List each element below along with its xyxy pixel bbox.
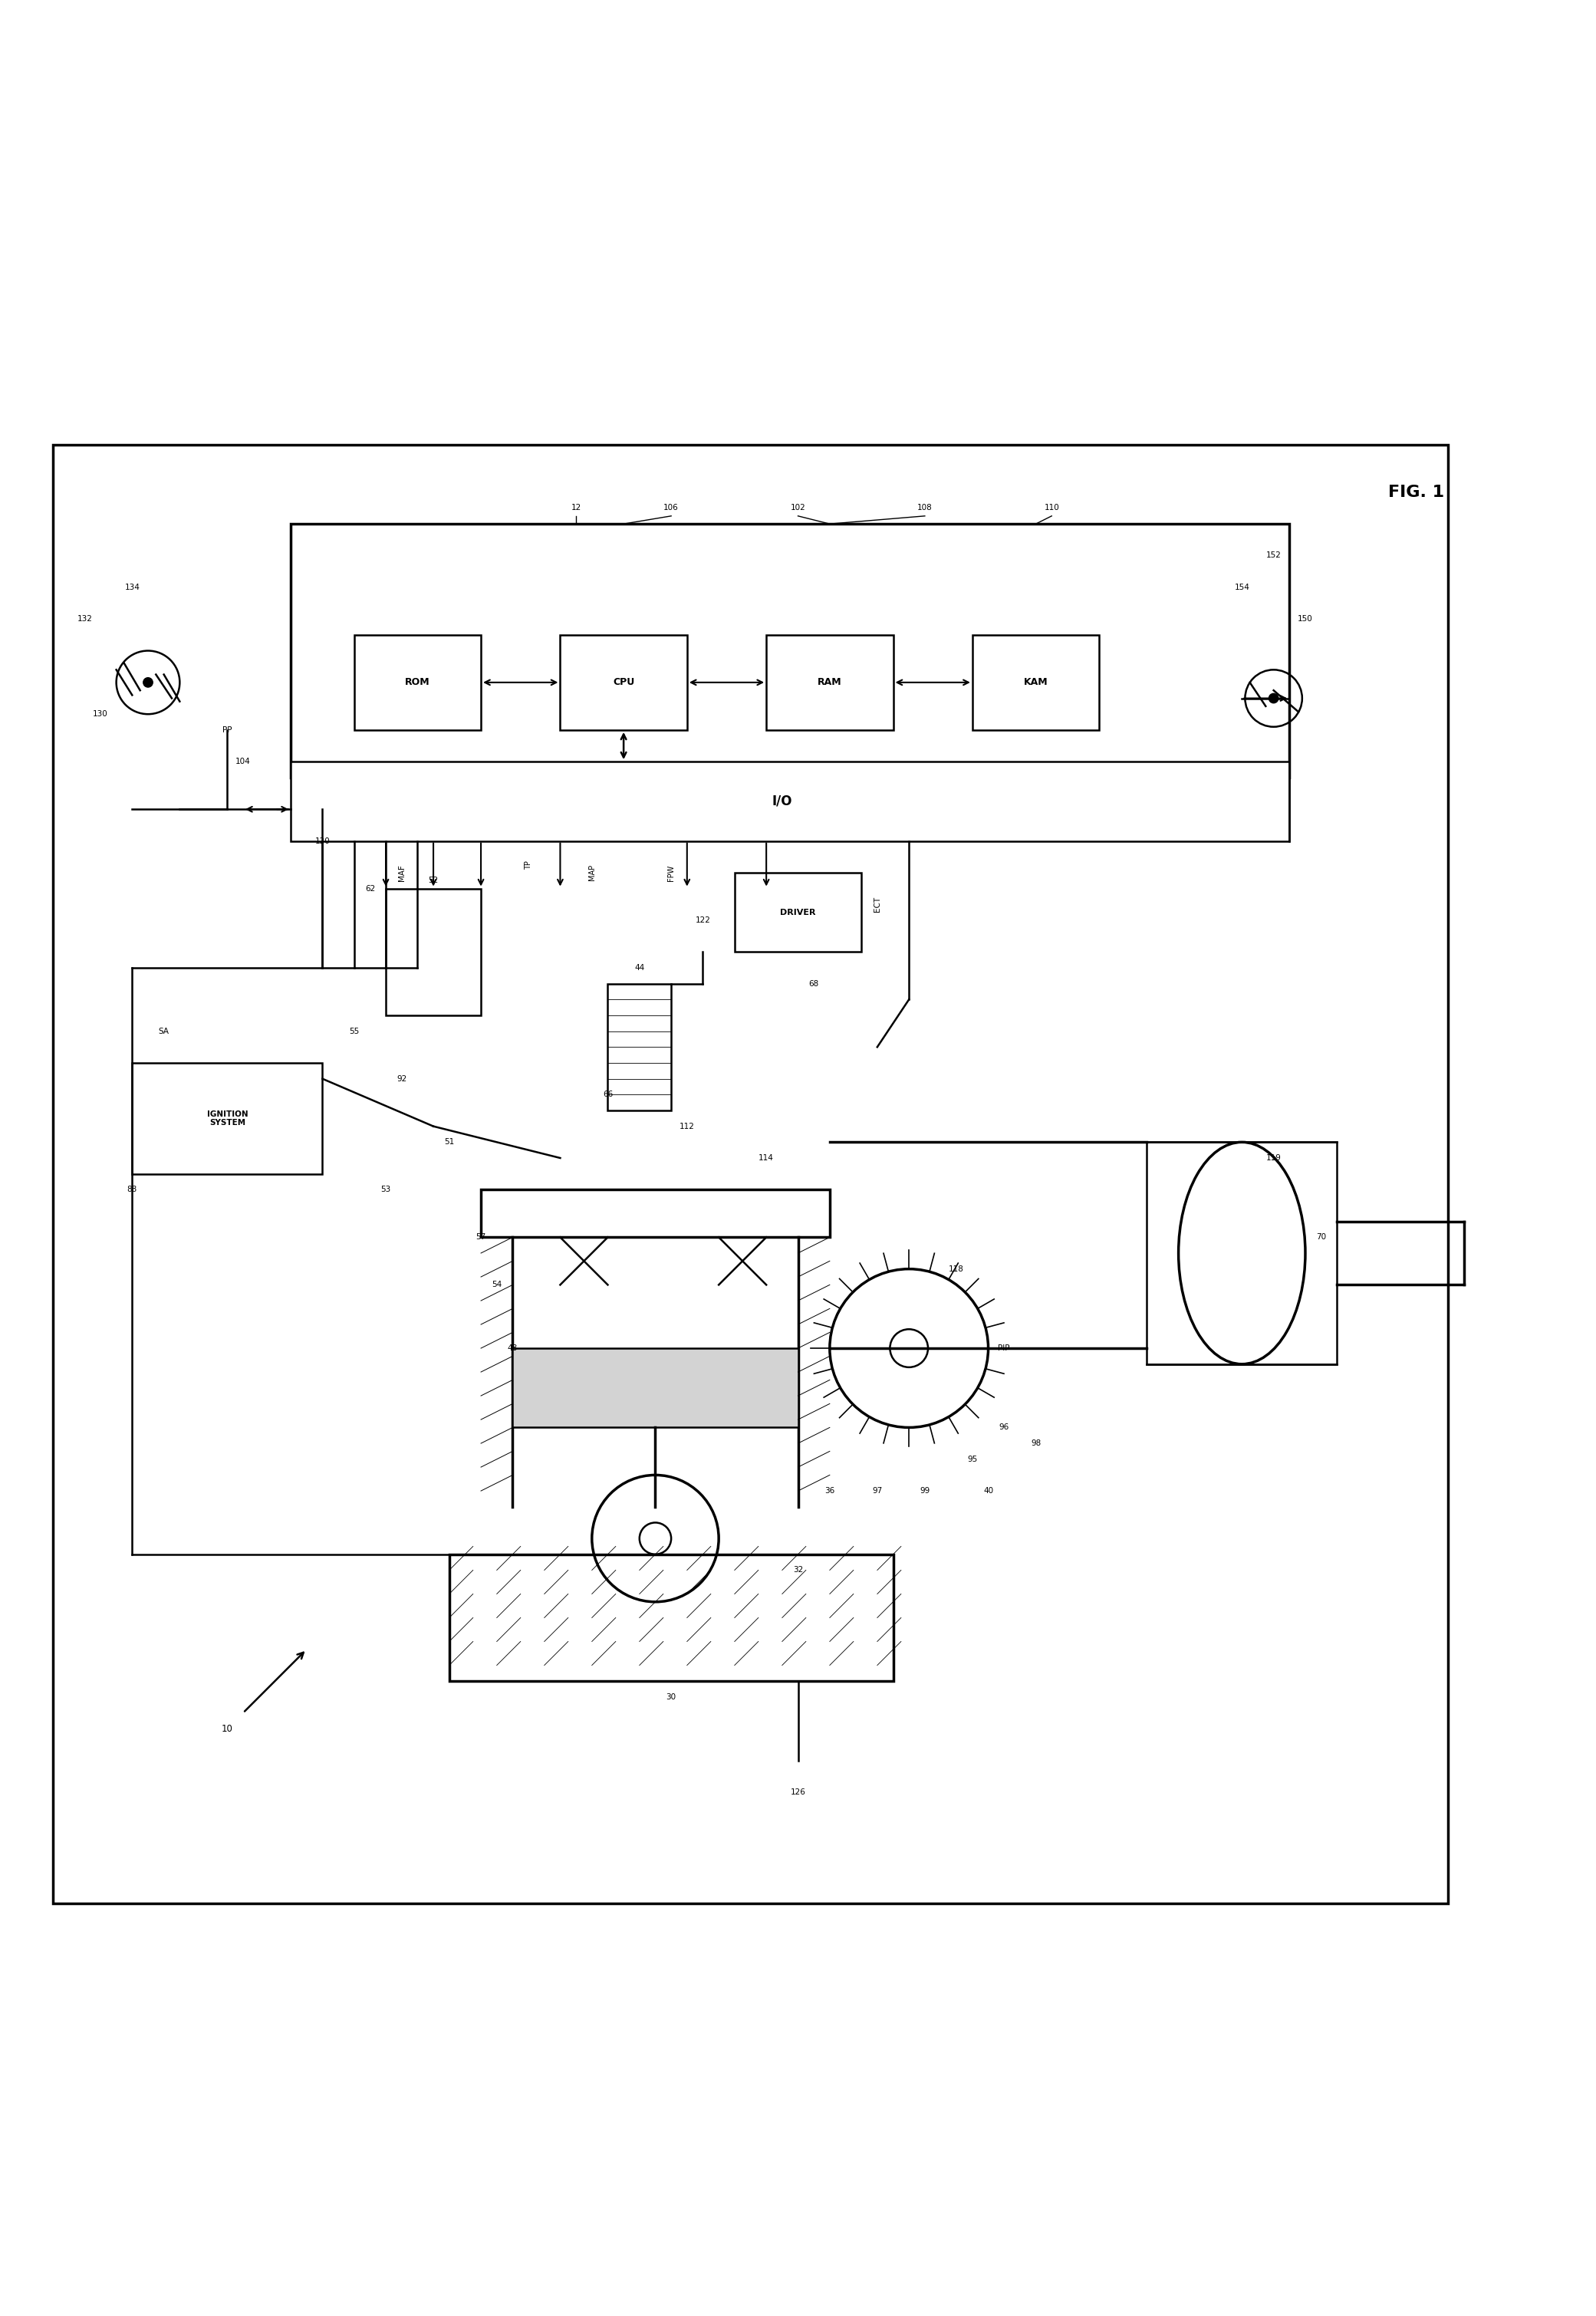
Text: RAM: RAM <box>817 679 841 688</box>
Text: 51: 51 <box>444 1137 455 1146</box>
Text: 119: 119 <box>1266 1153 1282 1163</box>
FancyBboxPatch shape <box>354 635 480 730</box>
Text: 150: 150 <box>1298 616 1314 623</box>
Text: 102: 102 <box>790 505 806 512</box>
FancyBboxPatch shape <box>512 1348 798 1427</box>
Text: 106: 106 <box>664 505 678 512</box>
Text: 68: 68 <box>809 980 819 987</box>
Circle shape <box>1269 692 1278 704</box>
Text: KAM: KAM <box>1023 679 1049 688</box>
FancyBboxPatch shape <box>290 762 1290 841</box>
Text: FIG. 1: FIG. 1 <box>1389 484 1444 500</box>
Text: 30: 30 <box>666 1693 677 1700</box>
Text: 70: 70 <box>1317 1234 1326 1241</box>
Text: 62: 62 <box>365 885 375 892</box>
Text: 36: 36 <box>825 1487 835 1494</box>
Circle shape <box>144 679 153 688</box>
Text: FPW: FPW <box>667 864 675 880</box>
Text: CPU: CPU <box>613 679 635 688</box>
Text: 122: 122 <box>696 917 710 924</box>
Text: PP: PP <box>222 727 231 734</box>
Text: 12: 12 <box>571 505 581 512</box>
Text: 118: 118 <box>950 1265 964 1274</box>
Text: ECT: ECT <box>873 896 881 913</box>
FancyBboxPatch shape <box>132 1063 322 1174</box>
Text: 44: 44 <box>634 963 645 973</box>
Text: 57: 57 <box>476 1234 487 1241</box>
FancyBboxPatch shape <box>734 873 862 952</box>
Text: 134: 134 <box>124 584 140 591</box>
Text: 54: 54 <box>492 1281 501 1288</box>
Text: I/O: I/O <box>772 794 792 808</box>
Text: 95: 95 <box>967 1454 977 1464</box>
Text: 97: 97 <box>871 1487 883 1494</box>
Text: 110: 110 <box>1044 505 1060 512</box>
Text: 55: 55 <box>350 1028 359 1035</box>
FancyBboxPatch shape <box>972 635 1100 730</box>
FancyBboxPatch shape <box>53 445 1448 1904</box>
Text: 32: 32 <box>793 1566 803 1575</box>
Text: 48: 48 <box>508 1343 517 1353</box>
Text: 114: 114 <box>758 1153 774 1163</box>
Text: 66: 66 <box>603 1091 613 1098</box>
Text: 40: 40 <box>983 1487 993 1494</box>
Text: DRIVER: DRIVER <box>780 908 816 917</box>
Text: 126: 126 <box>790 1788 806 1795</box>
FancyBboxPatch shape <box>1148 1142 1337 1364</box>
Text: 130: 130 <box>93 711 109 718</box>
Text: 96: 96 <box>999 1424 1009 1431</box>
Text: MAF: MAF <box>397 864 405 880</box>
Text: PIP: PIP <box>997 1343 1010 1353</box>
FancyBboxPatch shape <box>608 984 672 1109</box>
Text: 108: 108 <box>918 505 932 512</box>
Text: 98: 98 <box>1031 1441 1041 1448</box>
Text: 112: 112 <box>680 1123 694 1130</box>
FancyBboxPatch shape <box>766 635 894 730</box>
FancyBboxPatch shape <box>290 523 1290 778</box>
Text: SA: SA <box>158 1028 169 1035</box>
Text: MAP: MAP <box>587 864 595 880</box>
Text: 10: 10 <box>222 1723 233 1735</box>
Text: 88: 88 <box>128 1186 137 1193</box>
Text: 152: 152 <box>1266 551 1282 560</box>
Text: 120: 120 <box>314 836 330 845</box>
Text: 104: 104 <box>236 757 251 767</box>
Text: 53: 53 <box>381 1186 391 1193</box>
Text: ROM: ROM <box>405 679 429 688</box>
Text: TP: TP <box>525 859 533 868</box>
Text: 52: 52 <box>428 878 439 885</box>
Text: IGNITION
SYSTEM: IGNITION SYSTEM <box>207 1109 247 1126</box>
Text: 92: 92 <box>396 1075 407 1082</box>
FancyBboxPatch shape <box>386 889 480 1014</box>
FancyBboxPatch shape <box>480 1190 830 1237</box>
FancyBboxPatch shape <box>448 1554 894 1681</box>
Text: 132: 132 <box>77 616 93 623</box>
Text: 99: 99 <box>919 1487 930 1494</box>
Text: 154: 154 <box>1234 584 1250 591</box>
FancyBboxPatch shape <box>560 635 686 730</box>
